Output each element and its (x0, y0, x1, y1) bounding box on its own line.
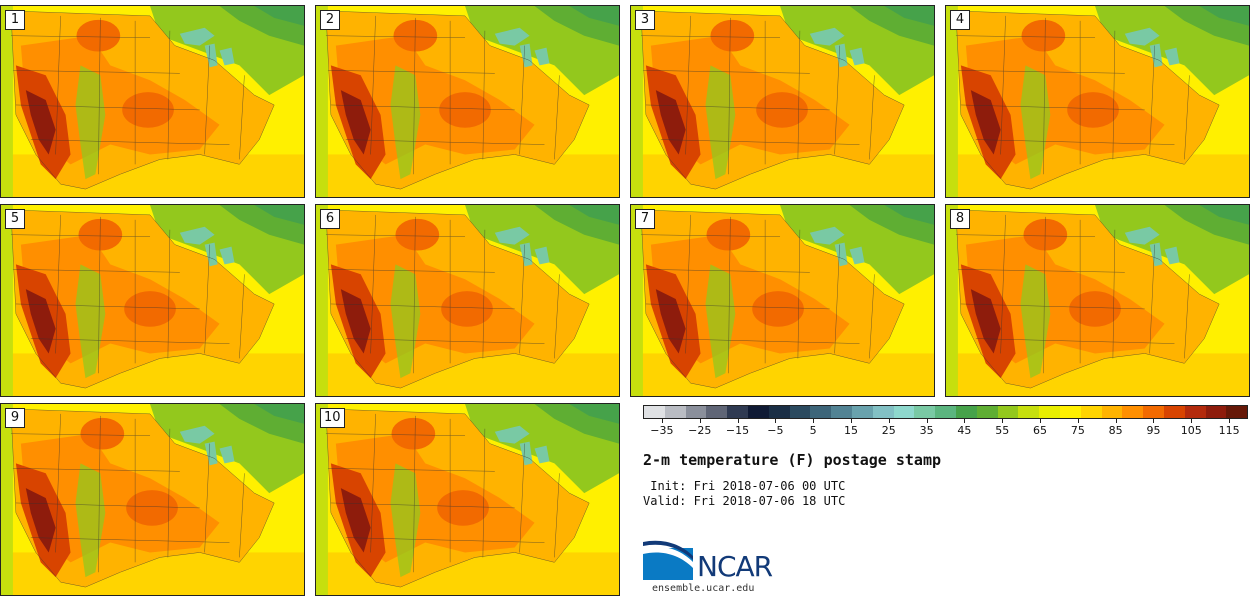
temperature-field (316, 404, 619, 595)
colorbar-tick (850, 419, 852, 423)
colorbar-tick (888, 419, 890, 423)
colorbar-swatch (747, 406, 769, 418)
colorbar-tick (1191, 419, 1193, 423)
colorbar-tick (1153, 419, 1155, 423)
colorbar-swatch (664, 406, 686, 418)
ncar-logo-icon (643, 540, 693, 580)
temperature-field (1, 205, 304, 396)
colorbar-swatch (685, 406, 707, 418)
colorbar-swatch (893, 406, 915, 418)
site-url: ensemble.ucar.edu (652, 583, 755, 594)
member-label: 3 (635, 10, 655, 30)
member-label: 2 (320, 10, 340, 30)
colorbar-swatch (976, 406, 998, 418)
colorbar-swatch (914, 406, 936, 418)
colorbar-tick (775, 419, 777, 423)
colorbar-ticks: −35 −25 −15 −5 5 15 25 35 45 55 65 75 85 95 105 115 (643, 419, 1248, 439)
colorbar-swatch (727, 406, 748, 418)
colorbar-swatch (768, 406, 790, 418)
colorbar-swatch (872, 406, 894, 418)
colorbar-swatch (1163, 406, 1185, 418)
member-map-6: 6 (315, 204, 620, 397)
colorbar-swatch (706, 406, 728, 418)
colorbar-tick (737, 419, 739, 423)
colorbar-tick (1115, 419, 1117, 423)
colorbar-tick (1077, 419, 1079, 423)
colorbar-tick-label: −15 (725, 424, 750, 437)
colorbar-swatch (997, 406, 1019, 418)
colorbar-tick-label: −25 (688, 424, 712, 437)
colorbar-tick-label: 5 (809, 424, 817, 437)
colorbar-tick-label: 85 (1108, 424, 1123, 437)
member-map-9: 9 (0, 403, 305, 596)
colorbar-swatch (935, 406, 956, 418)
member-label: 1 (5, 10, 25, 30)
member-label: 6 (320, 209, 340, 229)
colorbar-tick (661, 419, 663, 423)
colorbar-swatch (1039, 406, 1060, 418)
colorbar-tick (964, 419, 966, 423)
colorbar-swatch (1101, 406, 1123, 418)
member-map-3: 3 (630, 5, 935, 198)
colorbar-swatch (1080, 406, 1102, 418)
colorbar-swatch (1059, 406, 1081, 418)
member-label: 10 (320, 408, 345, 428)
colorbar-swatch (1226, 406, 1248, 418)
member-map-8: 8 (945, 204, 1250, 397)
colorbar-tick-label: −35 (650, 424, 674, 437)
temperature-field (946, 205, 1249, 396)
colorbar-tick (813, 419, 815, 423)
colorbar-tick-label: 25 (881, 424, 896, 437)
colorbar-swatch (789, 406, 811, 418)
colorbar-tick-label: 75 (1070, 424, 1085, 437)
colorbar-swatch (810, 406, 832, 418)
colorbar-tick (1002, 419, 1004, 423)
colorbar-swatch (1143, 406, 1164, 418)
colorbar-tick-label: 105 (1180, 424, 1202, 437)
init-time: Init: Fri 2018-07-06 00 UTC (643, 479, 846, 493)
colorbar-swatch (851, 406, 873, 418)
colorbar-swatch (831, 406, 852, 418)
member-map-10: 10 (315, 403, 620, 596)
temperature-field (946, 6, 1249, 197)
colorbar-tick (1229, 419, 1231, 423)
member-label: 4 (950, 10, 970, 30)
colorbar-swatch (955, 406, 977, 418)
member-label: 7 (635, 209, 655, 229)
temperature-field (631, 6, 934, 197)
member-map-7: 7 (630, 204, 935, 397)
colorbar-tick-label: −5 (767, 424, 784, 437)
colorbar-swatch (644, 406, 665, 418)
colorbar-tick-label: 55 (995, 424, 1010, 437)
colorbar-swatch (1205, 406, 1227, 418)
temperature-field (316, 6, 619, 197)
temperature-field (1, 6, 304, 197)
member-label: 9 (5, 408, 25, 428)
member-label: 5 (5, 209, 25, 229)
temperature-field (316, 205, 619, 396)
colorbar-swatch (1122, 406, 1144, 418)
colorbar-tick-label: 45 (957, 424, 972, 437)
colorbar-swatch (1018, 406, 1040, 418)
member-map-2: 2 (315, 5, 620, 198)
colorbar-tick (926, 419, 928, 423)
valid-time: Valid: Fri 2018-07-06 18 UTC (643, 494, 846, 508)
member-label: 8 (950, 209, 970, 229)
member-map-1: 1 (0, 5, 305, 198)
colorbar-swatch (1184, 406, 1206, 418)
colorbar-tick-label: 115 (1218, 424, 1240, 437)
chart-title: 2-m temperature (F) postage stamp (643, 451, 942, 469)
logo-text: NCAR (697, 550, 773, 583)
member-map-5: 5 (0, 204, 305, 397)
colorbar-tick-label: 35 (919, 424, 934, 437)
temperature-colorbar (643, 405, 1248, 419)
colorbar-tick (699, 419, 701, 423)
temperature-field (1, 404, 304, 595)
colorbar-tick-label: 95 (1146, 424, 1161, 437)
colorbar-tick-label: 65 (1033, 424, 1048, 437)
colorbar-tick-label: 15 (843, 424, 858, 437)
temperature-field (631, 205, 934, 396)
colorbar-tick (1040, 419, 1042, 423)
member-map-4: 4 (945, 5, 1250, 198)
